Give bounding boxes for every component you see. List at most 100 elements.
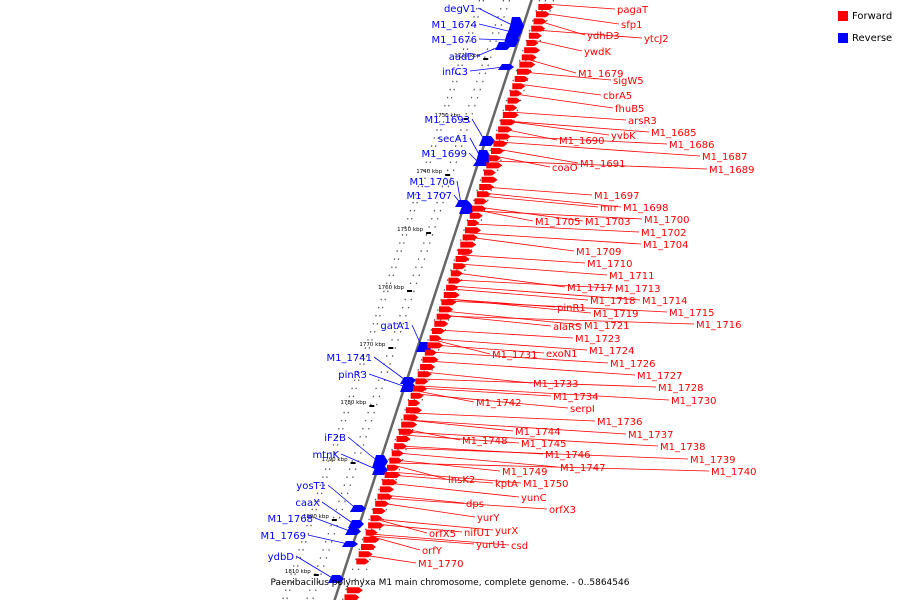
forward-gene-arrow xyxy=(401,421,418,428)
map-caption: Paenibacillus polymyxa M1 main chromosom… xyxy=(270,578,630,588)
forward-gene-label: M1_1719 xyxy=(593,309,638,320)
forward-gene-label: orfX3 xyxy=(549,505,576,516)
forward-leader-line xyxy=(437,329,574,339)
forward-leader-line xyxy=(521,71,612,81)
forward-gene-label: M1_1746 xyxy=(545,450,590,461)
reverse-gene-label: degV1 xyxy=(444,4,476,15)
forward-gene-label: kptA xyxy=(495,479,518,490)
forward-leader-line xyxy=(363,554,417,564)
forward-gene-label: yvbK xyxy=(611,131,636,142)
reverse-swatch-icon xyxy=(838,33,848,43)
forward-leader-line xyxy=(432,344,545,354)
reverse-gene-arrow xyxy=(342,541,358,547)
forward-gene-arrow xyxy=(467,220,480,226)
forward-leader-line xyxy=(469,232,642,245)
forward-gene-label: sfp1 xyxy=(621,20,642,31)
forward-gene-arrow xyxy=(495,133,511,140)
forward-gene-arrow xyxy=(420,364,436,370)
forward-gene-label: M1_1689 xyxy=(709,165,754,176)
forward-leader-line xyxy=(538,20,586,36)
forward-leader-line xyxy=(418,385,670,401)
forward-leader-line xyxy=(416,393,569,409)
forward-leader-line xyxy=(451,285,641,301)
forward-gene-arrow xyxy=(439,306,454,313)
forward-leader-line xyxy=(526,58,577,74)
forward-gene-label: M1_1709 xyxy=(576,247,621,258)
forward-gene-label: M1_1686 xyxy=(669,140,714,151)
forward-gene-arrow xyxy=(443,292,460,298)
forward-gene-label: M1_1748 xyxy=(462,436,507,447)
reverse-gene-arrow xyxy=(400,382,416,392)
forward-gene-label: M1_1747 xyxy=(560,463,605,474)
reverse-leader-line xyxy=(373,356,407,381)
forward-gene-arrow xyxy=(344,594,360,600)
forward-leader-line xyxy=(482,192,622,208)
forward-gene-label: M1_1702 xyxy=(641,228,686,239)
reverse-leader-line xyxy=(478,23,513,33)
forward-leader-line xyxy=(498,141,701,157)
forward-gene-arrow xyxy=(413,385,428,392)
forward-leader-line xyxy=(450,288,589,301)
reverse-gene-label: M1_1676 xyxy=(432,35,477,46)
forward-gene-arrow xyxy=(500,119,516,126)
kbp-tick-label: 1790 kbp xyxy=(322,457,348,463)
forward-gene-label: M1_1711 xyxy=(609,271,654,282)
forward-gene-label: pinR1 xyxy=(557,303,586,314)
forward-leader-line xyxy=(383,494,465,504)
forward-leader-line xyxy=(505,120,650,133)
forward-gene-arrow xyxy=(481,176,498,183)
forward-gene-arrow xyxy=(505,104,518,111)
forward-gene-label: yurU1 xyxy=(476,540,506,551)
reverse-gene-arrow xyxy=(345,528,361,535)
forward-gene-arrow xyxy=(469,212,483,219)
forward-gene-label: M1_1685 xyxy=(651,128,696,139)
forward-gene-label: yurX xyxy=(495,526,518,537)
reverse-gene-label: M1_1674 xyxy=(432,20,477,31)
reverse-gene-label: mtnK xyxy=(312,450,339,461)
forward-gene-label: M1_1713 xyxy=(615,284,660,295)
forward-gene-label: serpI xyxy=(570,404,595,415)
forward-gene-label: M1_1737 xyxy=(628,430,673,441)
forward-gene-label: sigW5 xyxy=(613,76,644,87)
reverse-gene-arrow xyxy=(348,520,364,528)
reverse-leader-line xyxy=(469,137,482,159)
forward-gene-label: M1_1731 xyxy=(492,350,537,361)
forward-gene-arrow xyxy=(379,486,394,493)
forward-gene-arrow xyxy=(448,277,462,284)
reverse-leader-line xyxy=(478,38,510,41)
forward-leader-line xyxy=(467,236,575,252)
kbp-tick-label: 1720 kbp xyxy=(454,53,480,59)
forward-gene-arrow xyxy=(509,90,522,97)
forward-gene-label: M1_1691 xyxy=(580,159,625,170)
kbp-tick-label: 1760 kbp xyxy=(378,285,404,291)
reverse-leader-line xyxy=(327,484,357,509)
forward-gene-label: M1_1749 xyxy=(502,467,547,478)
reverse-gene-label: iF2B xyxy=(324,433,346,444)
forward-gene-arrow xyxy=(408,400,421,406)
track-guide-line xyxy=(312,0,511,600)
kbp-tick-label: 1800 kbp xyxy=(303,514,329,520)
forward-gene-label: csd xyxy=(511,541,528,552)
reverse-gene-arrow xyxy=(495,42,511,50)
forward-gene-arrow xyxy=(457,248,473,255)
forward-leader-line xyxy=(423,371,532,384)
forward-gene-label: M1_1703 xyxy=(585,217,630,228)
reverse-gene-label: gatA1 xyxy=(380,321,410,332)
forward-gene-label: M1_1705 xyxy=(535,217,580,228)
forward-gene-label: M1_1742 xyxy=(476,398,521,409)
reverse-gene-arrow xyxy=(479,136,495,146)
forward-gene-arrow xyxy=(389,457,403,464)
forward-leader-line xyxy=(389,474,494,484)
reverse-gene-label: infC3 xyxy=(442,67,468,78)
forward-gene-label: cbrA5 xyxy=(603,91,632,102)
track-guide-line xyxy=(286,0,485,600)
chromosome-axis-line xyxy=(333,0,533,600)
legend-label-reverse: Reverse xyxy=(852,32,893,44)
reverse-gene-label: pinR3 xyxy=(338,370,367,381)
kbp-tick-label: 1810 kbp xyxy=(285,569,311,575)
forward-gene-arrow xyxy=(502,112,519,118)
reverse-leader-line xyxy=(477,7,515,27)
forward-gene-arrow xyxy=(526,40,539,46)
